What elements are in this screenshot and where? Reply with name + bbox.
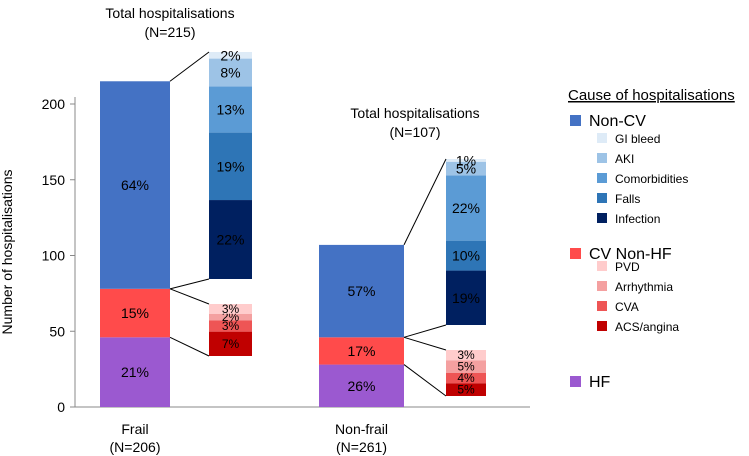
non-frail-cv-arrhythmia bbox=[446, 360, 486, 373]
frail-noncv-comorbidities bbox=[209, 86, 252, 133]
frail-bar-non-cv-label: 64% bbox=[121, 177, 149, 193]
non-frail-total-title: Total hospitalisations bbox=[350, 105, 479, 121]
legend-swatch-cva bbox=[597, 301, 607, 311]
non-frail-group-label: Non-frail bbox=[335, 421, 388, 437]
non-frail-cv-arrhythmia-label: 5% bbox=[457, 360, 475, 374]
frail-bar-cv-non-hf-label: 15% bbox=[121, 305, 149, 321]
non-frail-noncv-comorbidities bbox=[446, 175, 486, 241]
frail-cv-cva bbox=[209, 320, 252, 332]
non-frail-noncv-falls bbox=[446, 240, 486, 271]
legend-swatch-comorbidities bbox=[597, 173, 607, 183]
legend-swatch-falls bbox=[597, 193, 607, 203]
non-frail-noncv-connector-bottom bbox=[403, 324, 447, 338]
frail-noncv-infection bbox=[209, 200, 252, 279]
non-frail-noncv-connector-top bbox=[403, 158, 447, 246]
legend-label-comorbidities: Comorbidities bbox=[615, 172, 688, 186]
y-tick-label: 0 bbox=[57, 399, 65, 415]
legend-label-cv-non-hf: CV Non-HF bbox=[589, 246, 672, 263]
non-frail-cv-pvd bbox=[446, 350, 486, 361]
frail-noncv-falls bbox=[209, 132, 252, 201]
y-tick-label: 100 bbox=[42, 248, 66, 264]
non-frail-total-n: (N=107) bbox=[390, 124, 441, 140]
legend-swatch-hf bbox=[570, 376, 581, 387]
legend-swatch-acs-angina bbox=[597, 321, 607, 331]
frail-cv-acs-angina-label: 7% bbox=[222, 337, 240, 351]
frail-noncv-gi-bleed-label: 2% bbox=[220, 47, 240, 63]
non-frail-cv-cva bbox=[446, 373, 486, 384]
non-frail-noncv-falls-label: 10% bbox=[452, 248, 480, 264]
bars: 21%15%64%22%19%13%8%2%7%3%2%3%Frail(N=20… bbox=[100, 5, 486, 455]
frail-noncv-infection-label: 22% bbox=[216, 232, 244, 248]
frail-bar-hf-label: 21% bbox=[121, 364, 149, 380]
frail-cv-pvd-label: 3% bbox=[222, 302, 240, 316]
non-frail-bar-cv-non-hf bbox=[319, 337, 404, 365]
legend-label-acs-angina: ACS/angina bbox=[615, 320, 679, 334]
non-frail-bar-hf bbox=[319, 364, 404, 407]
non-frail-bar-cv-non-hf-label: 17% bbox=[347, 343, 375, 359]
non-frail-bar-non-cv bbox=[319, 244, 404, 338]
frail-cv-acs-angina bbox=[209, 331, 252, 356]
legend-swatch-non-cv bbox=[570, 115, 581, 126]
non-frail-noncv-gi-bleed bbox=[446, 159, 486, 162]
legend-swatch-infection bbox=[597, 213, 607, 223]
frail-bar-non-cv bbox=[100, 81, 170, 289]
legend-label-pvd: PVD bbox=[615, 260, 640, 274]
frail-noncv-falls-label: 19% bbox=[216, 158, 244, 174]
frail-noncv-aki bbox=[209, 58, 252, 87]
frail-noncv-connector-bottom bbox=[169, 278, 210, 290]
frail-noncv-aki-label: 8% bbox=[220, 65, 240, 81]
y-ticks: 0 50 100 150 200 bbox=[42, 96, 75, 415]
non-frail-bar-hf-label: 26% bbox=[347, 378, 375, 394]
non-frail-group-n: (N=261) bbox=[336, 439, 387, 455]
frail-bar-cv-non-hf bbox=[100, 288, 170, 338]
non-frail-noncv-aki bbox=[446, 161, 486, 176]
non-frail-cv-acs-angina-label: 5% bbox=[457, 383, 475, 397]
non-frail-cv-connector-bottom bbox=[403, 364, 447, 397]
legend-label-infection: Infection bbox=[615, 212, 660, 226]
frail-cv-cva-label: 3% bbox=[222, 319, 240, 333]
frail-cv-connector-bottom bbox=[169, 336, 210, 357]
non-frail-bar-non-cv-label: 57% bbox=[347, 283, 375, 299]
legend-label-falls: Falls bbox=[615, 192, 640, 206]
non-frail-noncv-infection bbox=[446, 270, 486, 325]
frail-total-title: Total hospitalisations bbox=[105, 5, 234, 21]
y-tick-label: 50 bbox=[49, 323, 65, 339]
non-frail-noncv-aki-label: 5% bbox=[456, 161, 476, 177]
legend-swatch-pvd bbox=[597, 261, 607, 271]
non-frail-noncv-gi-bleed-label: 1% bbox=[456, 152, 476, 168]
y-tick-label: 150 bbox=[42, 172, 66, 188]
frail-noncv-connector-top bbox=[169, 51, 210, 82]
legend-label-aki: AKI bbox=[615, 152, 634, 166]
legend-label-gi-bleed: GI bleed bbox=[615, 132, 660, 146]
frail-total-n: (N=215) bbox=[145, 24, 196, 40]
frail-group-n: (N=206) bbox=[110, 439, 161, 455]
frail-noncv-gi-bleed bbox=[209, 52, 252, 59]
frail-cv-pvd bbox=[209, 304, 252, 314]
non-frail-noncv-infection-label: 19% bbox=[452, 290, 480, 306]
legend-swatch-arrhythmia bbox=[597, 281, 607, 291]
non-frail-cv-connector-top bbox=[403, 336, 447, 351]
frail-cv-arrhythmia bbox=[209, 313, 252, 321]
frail-noncv-comorbidities-label: 13% bbox=[216, 102, 244, 118]
legend-swatch-cv-non-hf bbox=[570, 248, 581, 259]
frail-cv-connector-top bbox=[169, 288, 210, 305]
legend-label-cva: CVA bbox=[615, 300, 639, 314]
legend-swatch-aki bbox=[597, 153, 607, 163]
legend-label-arrhythmia: Arrhythmia bbox=[615, 280, 673, 294]
y-axis-title: Number of hospitalisations bbox=[0, 170, 15, 335]
frail-bar-hf bbox=[100, 337, 170, 407]
non-frail-cv-acs-angina bbox=[446, 383, 486, 396]
non-frail-cv-cva-label: 4% bbox=[457, 371, 475, 385]
frail-group-label: Frail bbox=[121, 421, 148, 437]
legend-label-hf: HF bbox=[589, 374, 611, 391]
legend-label-non-cv: Non-CV bbox=[589, 113, 646, 130]
y-tick-label: 200 bbox=[42, 96, 66, 112]
legend-swatch-gi-bleed bbox=[597, 133, 607, 143]
legend-title: Cause of hospitalisations bbox=[568, 87, 735, 104]
non-frail-cv-pvd-label: 3% bbox=[457, 348, 475, 362]
legend: Cause of hospitalisations Non-CV GI bleed A… bbox=[568, 87, 735, 391]
non-frail-noncv-comorbidities-label: 22% bbox=[452, 200, 480, 216]
